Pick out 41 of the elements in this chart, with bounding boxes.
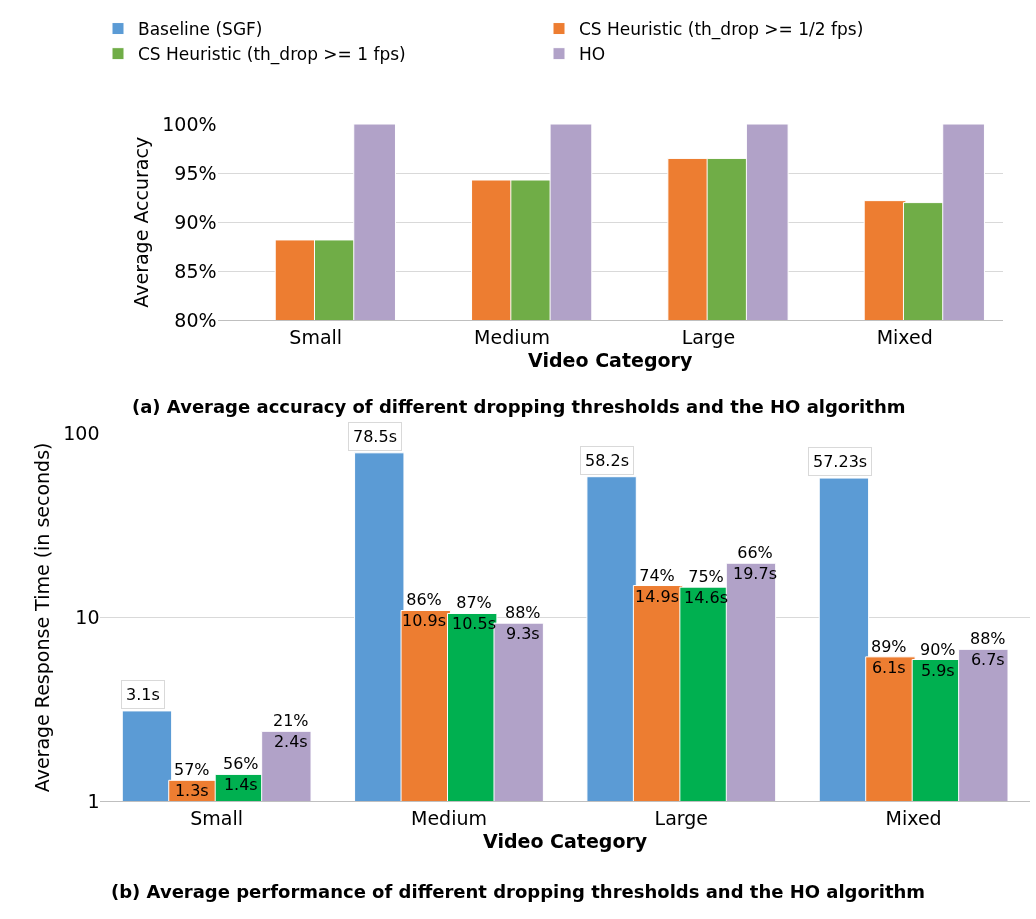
legend-label: Baseline (SGF) xyxy=(138,19,263,40)
data-label: 88% 9.3s xyxy=(505,603,541,643)
x-tick-label: Medium xyxy=(410,807,487,830)
x-axis-title: Video Category xyxy=(483,829,648,852)
x-tick-label: Mixed xyxy=(876,326,933,349)
data-label: 90% 5.9s xyxy=(920,640,956,680)
x-tick-label: Medium xyxy=(474,326,551,349)
data-label: 56% 1.4s xyxy=(223,754,259,794)
x-axis-title: Video Category xyxy=(528,349,693,372)
data-label: 89% 6.1s xyxy=(871,637,907,677)
legend-label: CS Heuristic (th_drop >= 1/2 fps) xyxy=(579,19,864,41)
x-tick-label: Small xyxy=(289,326,343,349)
data-label: 57% 1.3s xyxy=(174,760,210,800)
data-label: 57.23s xyxy=(813,452,868,471)
data-label: 78.5s xyxy=(353,427,397,446)
y-tick-label: 100% xyxy=(162,112,217,135)
y-tick-label: 95% xyxy=(174,161,217,184)
y-tick-label: 100 xyxy=(63,422,100,445)
data-label: 88% 6.7s xyxy=(970,629,1006,669)
data-label: 66% 19.7s xyxy=(733,543,777,583)
data-label: 86% 10.9s xyxy=(402,590,446,630)
y-tick-label: 80% xyxy=(174,309,217,332)
legend-label: HO xyxy=(579,44,606,65)
y-tick-label: 90% xyxy=(174,210,217,233)
text: (b) Average performance of different dropping thresholds and the HO algorithm xyxy=(111,881,926,902)
x-tick-label: Small xyxy=(190,807,244,830)
y-axis-title: Average Accuracy xyxy=(130,136,153,308)
x-tick-label: Large xyxy=(654,807,709,830)
y-axis-title: Average Response Time (in seconds) xyxy=(31,442,54,793)
y-tick-label: 85% xyxy=(174,260,217,282)
y-tick-label: 1 xyxy=(87,789,100,812)
y-tick-label: 10 xyxy=(75,606,100,629)
data-label: 58.2s xyxy=(585,451,629,470)
data-label: 21% 2.4s xyxy=(273,711,309,751)
x-tick-label: Mixed xyxy=(885,807,942,830)
data-label: 74% 14.9s xyxy=(635,566,679,606)
text: (a) Average accuracy of different dropping thresholds and the HO algorithm xyxy=(132,396,906,417)
data-label: 3.1s xyxy=(126,685,160,704)
data-label: 87% 10.5s xyxy=(452,593,496,633)
legend-label: CS Heuristic (th_drop >= 1 fps) xyxy=(138,44,406,66)
x-tick-label: Large xyxy=(681,326,736,349)
